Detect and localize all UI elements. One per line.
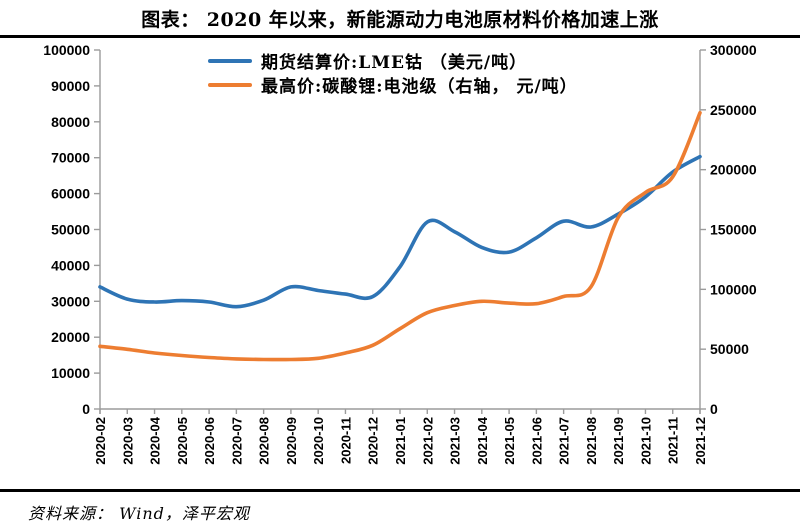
x-axis-tick-label: 2020-10	[311, 417, 326, 465]
right-axis-tick-label: 50000	[710, 341, 749, 357]
left-axis-tick-label: 90000	[51, 78, 90, 94]
x-axis-tick-label: 2021-10	[638, 417, 653, 465]
left-axis-tick-label: 20000	[51, 329, 90, 345]
right-axis-tick-label: 250000	[710, 102, 757, 118]
x-axis-tick-label: 2021-12	[693, 417, 708, 465]
x-axis-tick-label: 2021-11	[666, 417, 681, 464]
legend-item-lithium: 最高价:碳酸锂:电池级（右轴， 元/吨）	[208, 73, 578, 97]
left-axis-tick-label: 0	[82, 401, 90, 417]
x-axis-tick-label: 2020-05	[175, 417, 190, 465]
cobalt-line-swatch-icon	[208, 58, 252, 63]
price-line-chart: 0 10000 20000 30000 40000 50000 60000 70000 8000…	[43, 42, 757, 465]
right-axis-tick-label: 100000	[710, 281, 757, 297]
legend-item-cobalt: 期货结算价:LME钴 （美元/吨）	[208, 49, 578, 73]
left-axis-tick-label: 30000	[51, 293, 90, 309]
x-axis-tick-label: 2020-12	[366, 417, 381, 465]
x-axis-tick-label: 2021-03	[448, 417, 463, 465]
right-axis-tick-label: 150000	[710, 222, 757, 238]
page-title: 图表： 2020 年以来，新能源动力电池原材料价格加速上涨	[141, 9, 659, 31]
cobalt-series-line	[98, 154, 702, 309]
right-axis-tick-label: 0	[710, 401, 718, 417]
x-axis-tick-label: 2021-07	[557, 417, 572, 465]
x-axis-tick-label: 2021-09	[611, 417, 626, 465]
x-axis-tick-label: 2021-02	[420, 417, 435, 465]
left-axis-tick-label: 40000	[51, 257, 90, 273]
chart-area: 0 10000 20000 30000 40000 50000 60000 70000 8000…	[0, 38, 800, 489]
x-axis-tick-label: 2020-03	[120, 417, 135, 465]
lithium-line-swatch-icon	[208, 82, 252, 87]
left-axis-tick-label: 100000	[43, 42, 90, 58]
x-axis-tick-label: 2020-09	[284, 417, 299, 465]
lithium-series-line	[98, 111, 702, 362]
x-axis-tick-label: 2020-04	[148, 416, 163, 464]
left-axis-tick-label: 80000	[51, 114, 90, 130]
top-divider	[0, 35, 800, 38]
x-axis-tick-label: 2021-01	[393, 417, 408, 465]
x-axis-tick-label: 2021-05	[502, 417, 517, 465]
left-axis-tick-label: 50000	[51, 222, 90, 238]
x-axis-tick-label: 2020-11	[338, 417, 353, 464]
source-note: 资料来源： Wind，泽平宏观	[28, 504, 250, 523]
chart-legend: 期货结算价:LME钴 （美元/吨） 最高价:碳酸锂:电池级（右轴， 元/吨）	[208, 49, 578, 97]
right-axis-tick-label: 300000	[710, 42, 757, 58]
x-axis-tick-label: 2021-08	[584, 417, 599, 465]
right-axis-tick-label: 200000	[710, 162, 757, 178]
legend-label-cobalt: 期货结算价:LME钴 （美元/吨）	[261, 53, 528, 73]
left-axis-tick-label: 70000	[51, 150, 90, 166]
x-axis-tick-label: 2021-04	[475, 416, 490, 464]
legend-label-lithium: 最高价:碳酸锂:电池级（右轴， 元/吨）	[261, 77, 578, 97]
x-axis-tick-label: 2020-07	[229, 417, 244, 465]
x-axis-tick-label: 2020-02	[93, 417, 108, 465]
left-axis-tick-label: 60000	[51, 186, 90, 202]
x-axis-tick-label: 2020-06	[202, 417, 217, 465]
left-axis-tick-label: 10000	[51, 365, 90, 381]
x-axis-tick-label: 2021-06	[529, 417, 544, 465]
x-axis-tick-label: 2020-08	[257, 417, 272, 465]
bottom-divider	[0, 489, 800, 492]
